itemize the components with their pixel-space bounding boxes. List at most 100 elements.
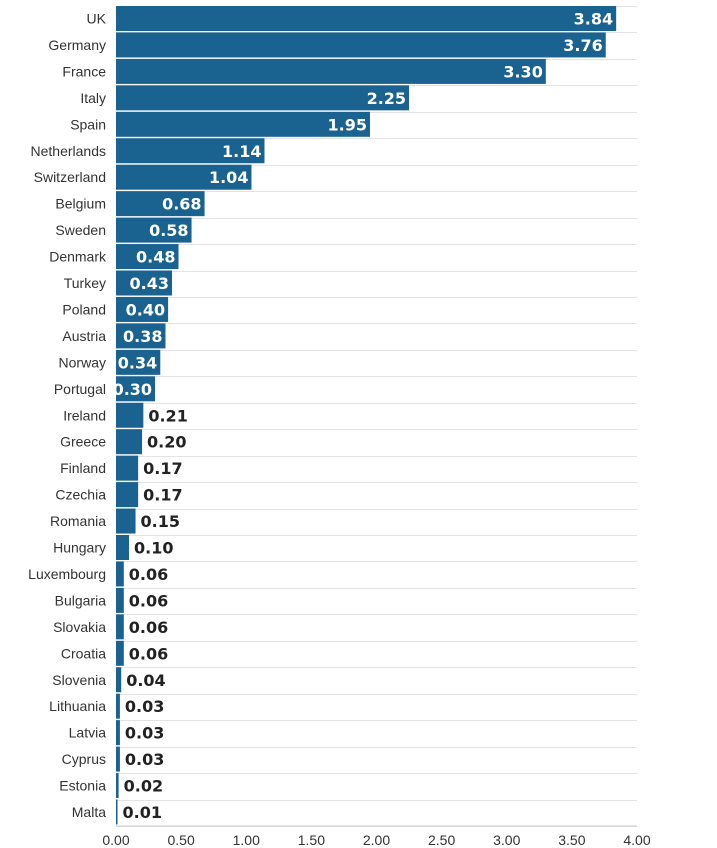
- bar: [116, 376, 156, 402]
- bar: [116, 244, 179, 270]
- value-labels: 3.84 3.76 3.30 2.251.95 1.14 1.04 0.68 0.58 0.48…: [113, 10, 614, 823]
- value-label: 0.04: [126, 671, 165, 690]
- category-label: Hungary: [53, 540, 106, 556]
- value-label: 0.15: [141, 512, 180, 531]
- bar: [116, 773, 119, 799]
- value-label: 0.17: [143, 486, 182, 505]
- value-label: 0.68: [162, 195, 201, 214]
- category-label: Lithuania: [49, 698, 106, 714]
- bar: [116, 455, 139, 481]
- x-tick-label: 0.00: [102, 832, 129, 848]
- category-label: Malta: [72, 804, 106, 820]
- bar: [116, 561, 124, 587]
- bar: [116, 667, 122, 693]
- bar: [116, 720, 120, 746]
- category-label: Slovakia: [53, 619, 106, 635]
- bar: [116, 429, 143, 455]
- category-label: Norway: [59, 354, 106, 370]
- category-label: UK: [87, 11, 107, 27]
- bar: [116, 323, 166, 349]
- value-label: 0.01: [123, 803, 162, 822]
- bar: [116, 402, 144, 428]
- value-label: 2.25: [367, 89, 406, 108]
- value-label: 1.14: [222, 142, 261, 161]
- bar: [116, 164, 252, 190]
- category-label: Latvia: [69, 725, 107, 741]
- value-label: 0.06: [129, 644, 168, 663]
- bar: [116, 32, 606, 58]
- x-tick-label: 3.00: [493, 832, 520, 848]
- x-tick-label: 2.00: [363, 832, 390, 848]
- x-tick-label: 3.50: [558, 832, 585, 848]
- bar: [116, 482, 139, 508]
- category-label: Ireland: [63, 407, 106, 423]
- bar: [116, 270, 173, 296]
- value-label: 0.43: [130, 274, 169, 293]
- value-label: 0.48: [136, 248, 175, 267]
- category-label: France: [62, 63, 106, 79]
- value-label: 0.06: [129, 618, 168, 637]
- bar: [116, 693, 120, 719]
- value-label: 0.02: [124, 777, 163, 796]
- category-label: Netherlands: [31, 143, 107, 159]
- value-label: 1.04: [209, 168, 248, 187]
- bar: [116, 58, 546, 84]
- bar: [116, 640, 124, 666]
- category-label: Romania: [50, 513, 106, 529]
- category-label: Greece: [60, 434, 106, 450]
- category-label: Slovenia: [52, 672, 106, 688]
- value-label: 0.40: [126, 300, 165, 319]
- value-label: 0.03: [125, 724, 164, 743]
- x-tick-label: 4.00: [623, 832, 650, 848]
- value-label: 3.30: [503, 62, 542, 81]
- bar: [116, 746, 120, 772]
- bar: [116, 138, 265, 164]
- category-label: Austria: [62, 328, 106, 344]
- bar: [116, 85, 410, 111]
- bar: [116, 6, 617, 31]
- category-label: Turkey: [64, 275, 106, 291]
- bar: [116, 349, 161, 375]
- category-label: Estonia: [59, 778, 106, 794]
- bar: [116, 217, 192, 243]
- value-label: 0.30: [113, 380, 152, 399]
- value-label: 0.06: [129, 565, 168, 584]
- value-label: 1.95: [328, 115, 367, 134]
- category-label: Portugal: [54, 381, 106, 397]
- bar: [116, 587, 124, 613]
- value-label: 3.76: [563, 36, 602, 55]
- category-label: Germany: [48, 37, 106, 53]
- value-label: 3.84: [574, 10, 613, 29]
- category-label: Croatia: [61, 645, 106, 661]
- bars: [116, 6, 617, 825]
- bar: [116, 508, 136, 534]
- category-label: Finland: [60, 460, 106, 476]
- x-tick-label: 0.50: [168, 832, 195, 848]
- bar: [116, 296, 169, 322]
- value-label: 0.38: [123, 327, 162, 346]
- x-tick-label: 1.00: [233, 832, 260, 848]
- value-label: 0.17: [143, 459, 182, 478]
- x-tick-label: 1.50: [298, 832, 325, 848]
- value-label: 0.06: [129, 591, 168, 610]
- category-label: Denmark: [49, 249, 107, 265]
- value-label: 0.21: [148, 406, 187, 425]
- category-label: Belgium: [55, 196, 106, 212]
- value-label: 0.20: [147, 433, 186, 452]
- value-label: 0.03: [125, 750, 164, 769]
- category-label: Sweden: [55, 222, 106, 238]
- category-label: Switzerland: [34, 169, 106, 185]
- x-axis-ticks: 0.00 0.50 1.00 1.50 2.00 2.50 3.00 3.50 4.00: [102, 825, 651, 848]
- x-tick-label: 2.50: [428, 832, 455, 848]
- category-labels: UK Germany France Italy Spain Netherlands Swit…: [28, 11, 107, 821]
- category-label: Italy: [80, 90, 106, 106]
- bar: [116, 614, 124, 640]
- bar: [116, 535, 130, 560]
- category-label: Poland: [62, 301, 106, 317]
- category-label: Spain: [70, 116, 106, 132]
- value-label: 0.03: [125, 697, 164, 716]
- category-label: Bulgaria: [55, 592, 107, 608]
- value-label: 0.58: [149, 221, 188, 240]
- bar: [116, 111, 370, 137]
